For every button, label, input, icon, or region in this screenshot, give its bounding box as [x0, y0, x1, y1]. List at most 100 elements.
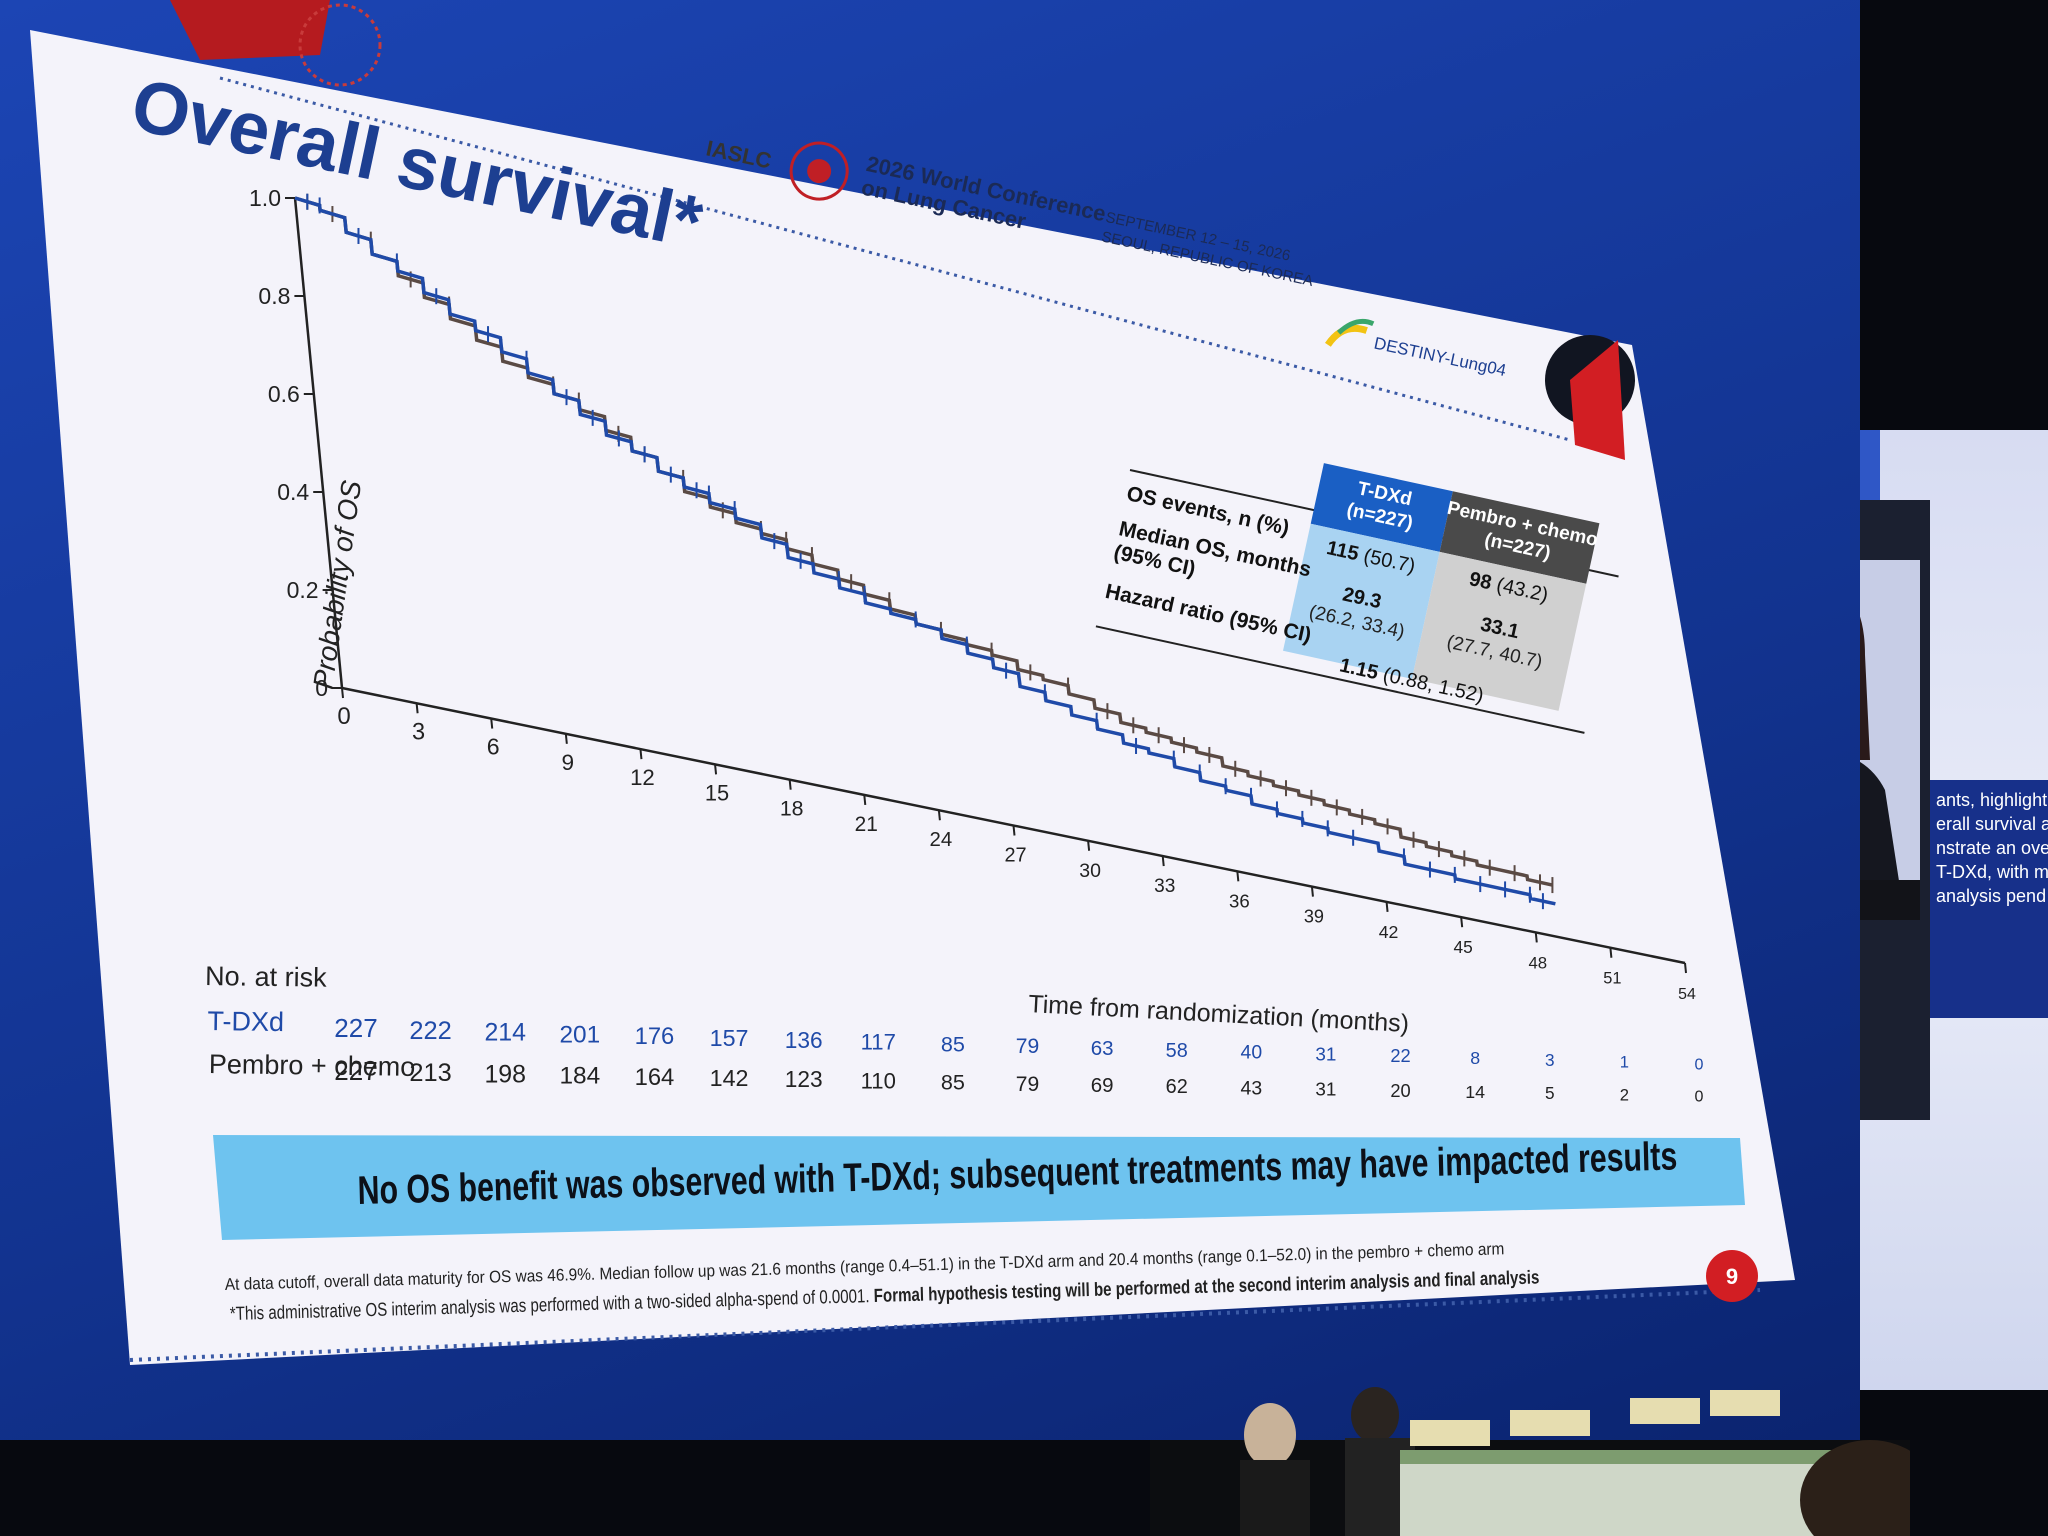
- risk-value-chemo: 85: [941, 1070, 965, 1095]
- risk-value-chemo: 14: [1465, 1082, 1485, 1102]
- x-tick: [1385, 901, 1389, 912]
- y-tick-label: 0.2: [287, 577, 319, 603]
- side-screen-text: ants, highlighting t erall survival anal…: [1930, 780, 2048, 1018]
- risk-value-tdxd: 0: [1695, 1055, 1704, 1073]
- x-tick: [1087, 840, 1091, 851]
- y-tick-label: 0.8: [258, 283, 290, 309]
- risk-value-tdxd: 214: [484, 1019, 526, 1047]
- risk-value-tdxd: 58: [1166, 1040, 1188, 1062]
- slide-background: [30, 30, 1795, 1365]
- y-tick-label: 0.4: [277, 479, 309, 505]
- corner-decoration: [170, 0, 330, 60]
- y-axis-line: [293, 197, 344, 689]
- side-text-line: nstrate an overa: [1936, 838, 2048, 858]
- side-text-line: analysis pend: [1936, 886, 2047, 906]
- x-tick: [863, 794, 867, 806]
- x-tick-label: 33: [1154, 876, 1175, 897]
- risk-value-chemo: 69: [1091, 1074, 1114, 1097]
- y-tick-label: 0.6: [268, 381, 300, 407]
- risk-value-chemo: 2: [1620, 1085, 1629, 1104]
- x-tick: [714, 764, 718, 775]
- risk-value-chemo: 79: [1016, 1073, 1039, 1096]
- x-tick: [1161, 855, 1165, 867]
- risk-value-tdxd: 85: [941, 1031, 965, 1056]
- x-tick: [341, 687, 344, 699]
- risk-value-tdxd: 22: [1390, 1045, 1410, 1066]
- y-tick-label: 1.0: [249, 185, 281, 211]
- conclusion-banner: [213, 1135, 1745, 1240]
- x-tick-label: 12: [630, 765, 655, 790]
- risk-table-values: 2272272222132141982011841761641571421361…: [334, 1013, 1703, 1106]
- risk-table-header: No. at risk: [205, 961, 327, 993]
- tdxd-header-cell: [1310, 463, 1453, 552]
- x-tick: [639, 749, 643, 760]
- x-tick-label: 45: [1454, 937, 1473, 957]
- x-tick: [564, 733, 568, 744]
- risk-value-chemo: 213: [409, 1059, 451, 1087]
- x-tick: [415, 703, 419, 714]
- x-tick-label: 9: [562, 750, 575, 775]
- side-text-line: erall survival anal: [1936, 814, 2048, 834]
- risk-value-tdxd: 63: [1091, 1037, 1114, 1060]
- wclc-seal-icon: [789, 141, 849, 201]
- risk-value-chemo: 43: [1241, 1077, 1263, 1099]
- risk-value-tdxd: 79: [1016, 1035, 1039, 1058]
- y-tick-label: 0: [315, 675, 328, 701]
- x-tick: [1534, 932, 1538, 943]
- km-plot: 00.20.40.60.81.0 03691215182124273033363…: [249, 185, 1696, 1003]
- x-tick: [1684, 962, 1687, 974]
- name-card: [1510, 1410, 1590, 1436]
- name-card: [1410, 1420, 1490, 1446]
- risk-value-chemo: 142: [710, 1065, 749, 1091]
- destiny-logo-icon: [1336, 318, 1375, 335]
- x-tick-label: 51: [1603, 970, 1621, 988]
- x-tick-label: 6: [487, 734, 500, 760]
- km-curves: [294, 193, 1556, 910]
- x-tick-label: 30: [1079, 860, 1101, 882]
- x-tick-label: 39: [1304, 907, 1324, 927]
- stage-foreground: [1150, 1387, 1910, 1536]
- footer-dotted-rule: [129, 1288, 1761, 1362]
- corner-red-decoration: [1570, 340, 1625, 460]
- x-tick: [788, 779, 792, 790]
- risk-value-chemo: 164: [635, 1064, 675, 1091]
- page-number: 9: [1726, 1264, 1738, 1289]
- side-text-line: ants, highlighting t: [1936, 790, 2048, 810]
- risk-value-tdxd: 222: [409, 1017, 451, 1045]
- corner-ring-decoration: [298, 3, 382, 87]
- risk-value-tdxd: 117: [861, 1030, 896, 1055]
- chemo-value-cells: [1411, 551, 1587, 711]
- x-tick: [937, 810, 941, 821]
- y-ticks: 0 0.2 0.4 0.6 0.8 1.0: [249, 185, 342, 701]
- panel-table-trim: [1400, 1450, 1880, 1464]
- x-tick: [1460, 917, 1464, 928]
- x-tick-label: 27: [1004, 845, 1026, 867]
- risk-value-tdxd: 3: [1545, 1050, 1555, 1070]
- risk-value-chemo: 110: [861, 1068, 896, 1093]
- risk-value-chemo: 123: [785, 1066, 823, 1092]
- name-card: [1710, 1390, 1780, 1416]
- risk-value-chemo: 20: [1390, 1080, 1410, 1101]
- risk-value-tdxd: 31: [1315, 1044, 1336, 1065]
- risk-value-chemo: 5: [1545, 1083, 1555, 1103]
- x-tick-label: 0: [337, 703, 350, 730]
- x-tick-label: 42: [1379, 922, 1399, 942]
- x-tick-label: 36: [1229, 890, 1250, 911]
- x-tick: [1012, 825, 1016, 836]
- risk-value-chemo: 62: [1166, 1076, 1188, 1098]
- risk-value-chemo: 0: [1695, 1088, 1704, 1106]
- x-tick: [1609, 947, 1613, 958]
- name-card: [1630, 1398, 1700, 1424]
- risk-value-tdxd: 136: [785, 1027, 823, 1053]
- panelist-head: [1351, 1387, 1399, 1443]
- risk-value-tdxd: 8: [1470, 1048, 1480, 1068]
- x-tick-label: 3: [412, 719, 425, 745]
- table-bottom-rule: [1095, 625, 1585, 734]
- risk-value-chemo: 184: [559, 1063, 600, 1090]
- x-tick-label: 54: [1678, 986, 1696, 1003]
- risk-value-chemo: 198: [484, 1060, 526, 1088]
- audience-head-foreground: [1800, 1440, 1910, 1536]
- tdxd-value-cells: [1283, 523, 1440, 679]
